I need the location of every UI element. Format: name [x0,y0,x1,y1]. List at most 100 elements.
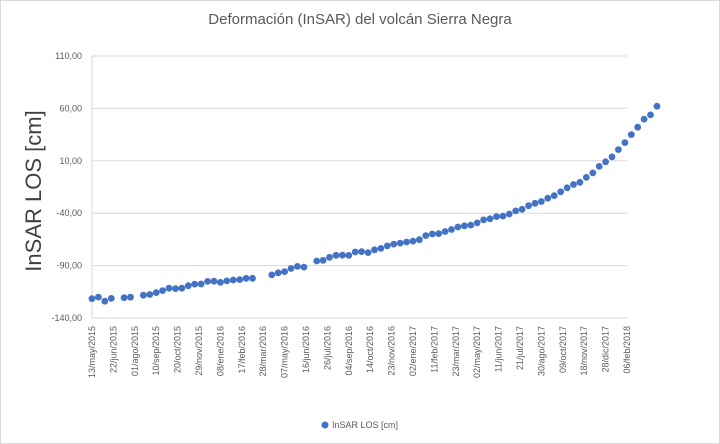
grid-lines [91,55,627,319]
data-point [518,205,526,213]
data-point [461,222,468,230]
x-tick-label: 16/jun/2016 [301,326,311,373]
data-point [531,199,539,207]
x-tick-label: 26/jul/2016 [322,326,332,370]
data-point [364,249,372,256]
y-tick-label: -90,00 [56,261,82,271]
data-point [268,271,276,279]
x-tick-label: 22/jun/2015 [108,326,118,373]
data-point [634,123,642,131]
x-tick-labels: 13/may/2015 22/jun/2015 01/ago/2015 10/sep/… [87,326,632,378]
data-point [229,276,237,284]
chart-title: Deformación (InSAR) del volcán Sierra Ne… [208,11,512,28]
data-point [544,194,552,202]
x-tick-label: 23/nov/2016 [387,326,397,376]
data-point [390,240,398,248]
data-point [339,251,346,259]
data-point [448,226,455,233]
data-point [589,169,597,177]
data-point [608,153,616,161]
legend-label: InSAR LOS [cm] [332,420,398,430]
data-point [486,215,494,223]
data-point [454,223,462,231]
x-tick-label: 09/oct/2017 [558,326,568,373]
data-point [107,295,115,302]
data-point [101,297,109,305]
data-point [647,111,654,119]
x-tick-label: 21/jul/2017 [515,326,525,370]
data-point [480,216,487,224]
data-point [371,246,378,254]
data-point [582,174,590,181]
data-point [396,239,404,247]
x-tick-label: 06/feb/2018 [622,326,632,374]
data-point [178,284,186,292]
data-point [287,265,295,272]
data-point [146,291,154,298]
data-point [249,274,256,282]
data-point [570,181,577,188]
data-point [197,280,205,288]
data-point [274,269,282,277]
data-point [223,277,231,285]
data-point [300,263,308,271]
data-point [358,248,365,256]
data-point [602,158,609,166]
data-point [499,212,507,220]
data-point [512,207,520,215]
y-tick-labels: 110,00 60,00 10,00 -40,00 -90,00 -140,00 [51,51,82,323]
data-point [345,252,353,259]
data-point [294,263,301,270]
x-tick-label: 02/ene/2017 [408,326,418,376]
x-tick-label: 17/feb/2016 [237,326,247,374]
data-point [377,245,385,252]
data-point [319,256,327,264]
data-point [172,285,179,292]
data-point [563,184,571,192]
x-tick-label: 04/sep/2016 [344,326,354,376]
data-point [550,192,558,200]
y-axis-label: InSAR LOS [cm] [21,110,46,271]
data-point [576,178,584,186]
data-point [615,146,622,154]
y-tick-label: -40,00 [56,208,82,218]
data-point [525,202,532,210]
data-point [557,188,565,196]
x-tick-label: 02/may/2017 [472,326,482,378]
legend-marker [321,421,329,429]
data-point [441,228,449,235]
data-point [383,242,391,250]
data-point [152,289,160,296]
data-point [140,291,147,299]
x-tick-label: 29/nov/2015 [194,326,204,376]
data-point [467,221,475,229]
data-point [313,257,321,265]
data-point [351,248,359,256]
data-point [184,282,192,290]
x-tick-label: 07/may/2016 [280,326,290,378]
x-tick-label: 10/sep/2015 [151,326,161,376]
x-tick-label: 14/oct/2016 [365,326,375,373]
data-point [120,294,128,302]
data-point [403,238,410,246]
data-point [127,293,134,301]
data-point [217,279,224,286]
data-point [473,219,481,227]
x-tick-label: 23/mar/2017 [451,326,461,377]
data-point [165,284,173,292]
data-point [422,232,430,240]
data-point [538,198,545,205]
data-point [505,210,513,218]
x-tick-label: 01/ago/2015 [130,326,140,376]
data-point [416,236,423,244]
data-point [428,230,436,238]
data-point [236,276,244,283]
data-point [409,237,417,245]
data-point [210,277,218,285]
x-tick-label: 18/nov/2017 [579,326,589,376]
x-tick-label: 28/dic/2017 [601,326,611,373]
y-tick-label: -140,00 [51,313,82,323]
y-tick-label: 10,00 [59,156,82,166]
